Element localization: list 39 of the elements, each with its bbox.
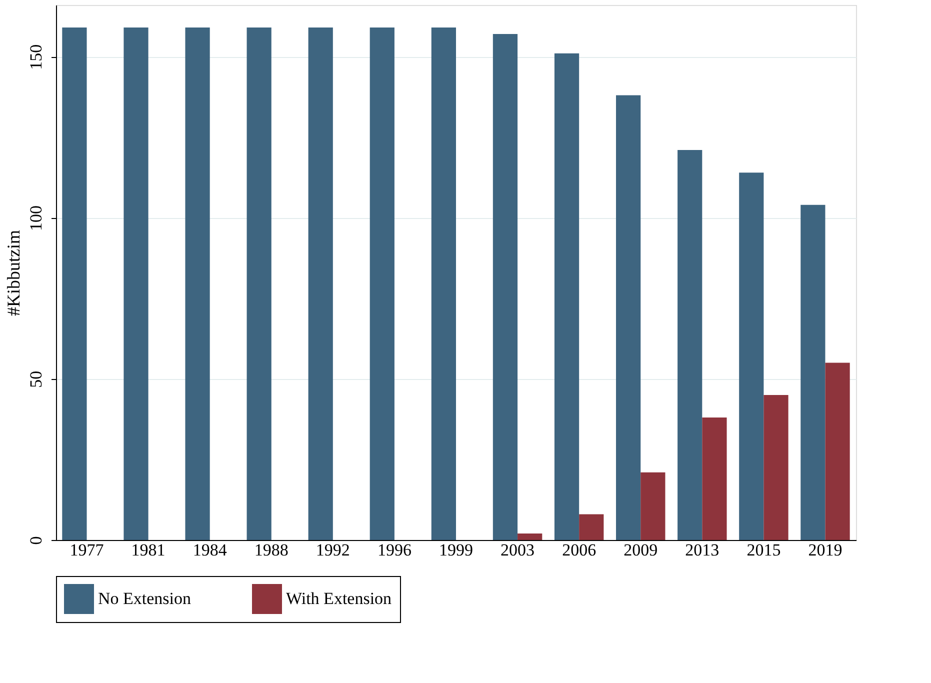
x-tick-label: 1988 (254, 540, 288, 560)
legend-label: With Extension (286, 589, 392, 608)
bar (308, 28, 333, 540)
bar (739, 172, 764, 540)
y-tick-label: 100 (26, 205, 46, 231)
x-tick-label: 1981 (131, 540, 166, 560)
y-tick-label: 50 (26, 370, 46, 388)
bar (678, 150, 702, 540)
bar (616, 95, 641, 540)
bar (246, 28, 272, 540)
x-tick-label: 2015 (746, 540, 781, 560)
y-tick-label: 150 (26, 44, 46, 70)
x-tick-label: 2009 (624, 540, 658, 560)
bar (518, 534, 542, 540)
x-tick-label: 2019 (808, 540, 842, 560)
bar (764, 394, 788, 540)
x-tick-label: 1992 (316, 540, 350, 560)
x-tick-label: 1977 (70, 540, 104, 560)
bar (579, 514, 604, 540)
bar (370, 28, 394, 540)
bar (800, 204, 826, 540)
x-tick-label: 1996 (377, 540, 412, 560)
bar (554, 53, 580, 540)
y-axis-title: #Kibbutzim (4, 230, 24, 316)
y-tick-label: 0 (26, 536, 46, 545)
x-tick-label: 2003 (500, 540, 535, 560)
x-tick-label: 1999 (439, 540, 473, 560)
bar (702, 418, 727, 540)
bar (62, 28, 87, 540)
x-tick-label: 2006 (562, 540, 596, 560)
bar (640, 472, 666, 540)
legend-label: No Extension (98, 589, 192, 608)
x-tick-label: 2013 (685, 540, 720, 560)
bar (492, 34, 518, 540)
bar (431, 28, 456, 540)
bar (185, 28, 210, 540)
bar (825, 362, 850, 540)
x-tick-label: 1984 (192, 540, 228, 560)
bar (124, 28, 148, 540)
